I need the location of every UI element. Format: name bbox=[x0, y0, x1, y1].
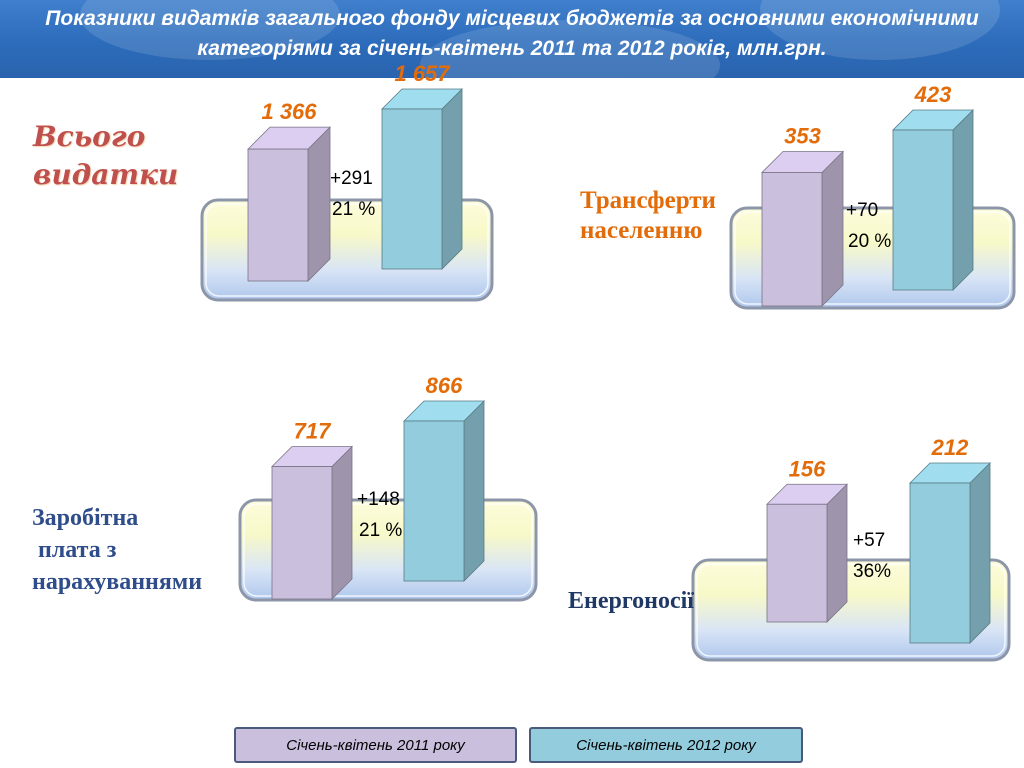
bar-value-label: 353 bbox=[784, 123, 821, 148]
bar-value-label: 423 bbox=[914, 82, 952, 107]
bar-side bbox=[441, 88, 463, 270]
change-percent-label: 21 % bbox=[332, 199, 375, 220]
bar-2011 bbox=[271, 445, 353, 600]
bar-front bbox=[247, 148, 309, 282]
chart-title-wages: Заробітна плата з нарахуваннями bbox=[32, 505, 203, 595]
bar-front bbox=[403, 420, 465, 582]
bar-value-label: 212 bbox=[931, 435, 969, 460]
bar-2011 bbox=[247, 126, 331, 282]
bar-front bbox=[892, 129, 954, 291]
legend-label-2011: Січень-квітень 2011 року bbox=[286, 736, 465, 754]
chart-panel-highlight bbox=[243, 503, 533, 597]
change-absolute-label: +148 bbox=[357, 489, 400, 510]
bar-side bbox=[307, 126, 331, 282]
bar-2012 bbox=[892, 109, 974, 291]
bar-2011 bbox=[761, 150, 844, 307]
bar-side bbox=[463, 400, 485, 582]
chart-panel-highlight bbox=[734, 211, 1011, 305]
chart-total-expenses: 1 366 1 657 +291 21 % bbox=[200, 61, 494, 302]
chart-panel-highlight bbox=[696, 563, 1006, 657]
bar-value-label: 156 bbox=[789, 456, 826, 481]
bar-2012 bbox=[403, 400, 485, 582]
chart-wages: 717 866 +148 21 % bbox=[238, 373, 538, 602]
bar-side bbox=[952, 109, 974, 291]
bar-2012 bbox=[909, 462, 991, 644]
title-banner: Показники видатків загального фонду місц… bbox=[0, 0, 1024, 78]
chart-title-total-expenses: Всього видатки bbox=[33, 120, 179, 191]
bar-front bbox=[909, 482, 971, 644]
bar-side bbox=[331, 445, 353, 600]
legend-item-2012: Січень-квітень 2012 року bbox=[529, 727, 803, 763]
change-percent-label: 21 % bbox=[359, 520, 402, 541]
page-title: Показники видатків загального фонду місц… bbox=[45, 7, 979, 60]
legend-label-2012: Січень-квітень 2012 року bbox=[576, 736, 756, 754]
change-absolute-label: +291 bbox=[330, 168, 373, 189]
chart-title-transfers: Трансферти населенню bbox=[580, 187, 716, 244]
bar-value-label: 866 bbox=[426, 373, 463, 398]
chart-panel-highlight bbox=[205, 203, 489, 297]
chart-title-energy: Енергоносії bbox=[568, 588, 694, 614]
bar-side bbox=[969, 462, 991, 644]
bar-front bbox=[271, 466, 333, 600]
bar-2011 bbox=[766, 483, 848, 623]
chart-energy: 156 212 +57 36% bbox=[691, 435, 1011, 662]
change-absolute-label: +70 bbox=[846, 200, 878, 221]
bar-value-label: 1 366 bbox=[261, 99, 317, 124]
legend-item-2011: Січень-квітень 2011 року bbox=[234, 727, 517, 763]
bar-side bbox=[821, 150, 844, 307]
bar-front bbox=[761, 172, 823, 307]
chart-transfers: 353 423 +70 20 % bbox=[729, 82, 1016, 310]
bar-2012 bbox=[381, 88, 463, 270]
bar-value-label: 1 657 bbox=[394, 61, 451, 86]
bar-front bbox=[766, 503, 828, 623]
change-absolute-label: +57 bbox=[853, 530, 885, 551]
bar-front bbox=[381, 108, 443, 270]
bar-side bbox=[826, 483, 848, 623]
bar-value-label: 717 bbox=[294, 419, 332, 444]
change-percent-label: 20 % bbox=[848, 231, 891, 252]
change-percent-label: 36% bbox=[853, 561, 891, 582]
